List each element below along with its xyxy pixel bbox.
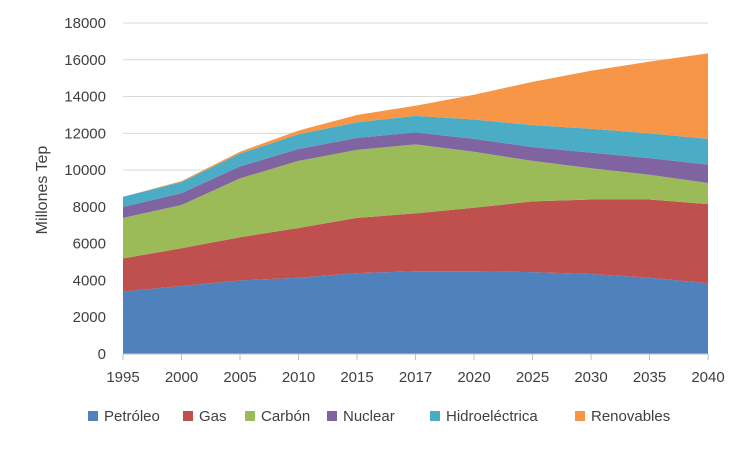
legend-label: Gas [199, 408, 227, 425]
x-tick-label: 2030 [574, 369, 607, 386]
legend-label: Petróleo [104, 408, 160, 425]
x-tick-label: 2035 [633, 369, 666, 386]
x-tick-label: 2040 [691, 369, 724, 386]
y-tick-label: 16000 [64, 52, 106, 69]
area-series-3 [123, 132, 708, 218]
legend-swatch [327, 411, 337, 421]
x-tick-label: 2010 [282, 369, 315, 386]
legend-swatch [575, 411, 585, 421]
area-series-2 [123, 144, 708, 259]
legend-label: Nuclear [343, 408, 395, 425]
legend-label: Hidroeléctrica [446, 408, 538, 425]
legend-swatch [430, 411, 440, 421]
y-tick-label: 14000 [64, 89, 106, 106]
y-tick-label: 6000 [73, 236, 106, 253]
x-tick-label: 1995 [106, 369, 139, 386]
legend: Petróleo Gas Carbón Nuclear Hidroeléctrica Re… [88, 408, 670, 425]
x-tick-label: 2005 [223, 369, 256, 386]
legend-swatch [245, 411, 255, 421]
x-tick-label: 2020 [457, 369, 490, 386]
y-tick-label: 18000 [64, 15, 106, 32]
x-tick-label: 2025 [516, 369, 549, 386]
area-series-group [123, 53, 708, 354]
area-series-0 [123, 271, 708, 354]
x-axis: 1995 2000 2005 2010 2015 2017 2020 2025 2030 2035… [106, 353, 725, 386]
y-tick-label: 8000 [73, 199, 106, 216]
y-axis-title: Millones Tep [34, 146, 51, 235]
legend-label: Carbón [261, 408, 310, 425]
legend-swatch [88, 411, 98, 421]
x-tick-label: 2017 [399, 369, 432, 386]
y-tick-label: 2000 [73, 309, 106, 326]
area-series-1 [123, 199, 708, 292]
area-series-5 [123, 53, 708, 197]
x-tick-label: 2015 [340, 369, 373, 386]
y-tick-label: 0 [98, 346, 106, 363]
y-tick-label: 12000 [64, 125, 106, 142]
legend-swatch [183, 411, 193, 421]
area-series-4 [123, 115, 708, 207]
legend-label: Renovables [591, 408, 670, 425]
y-axis: 0 2000 4000 6000 8000 10000 12000 14000 16000 180… [64, 15, 106, 363]
y-tick-label: 4000 [73, 272, 106, 289]
x-tick-label: 2000 [165, 369, 198, 386]
y-tick-label: 10000 [64, 162, 106, 179]
